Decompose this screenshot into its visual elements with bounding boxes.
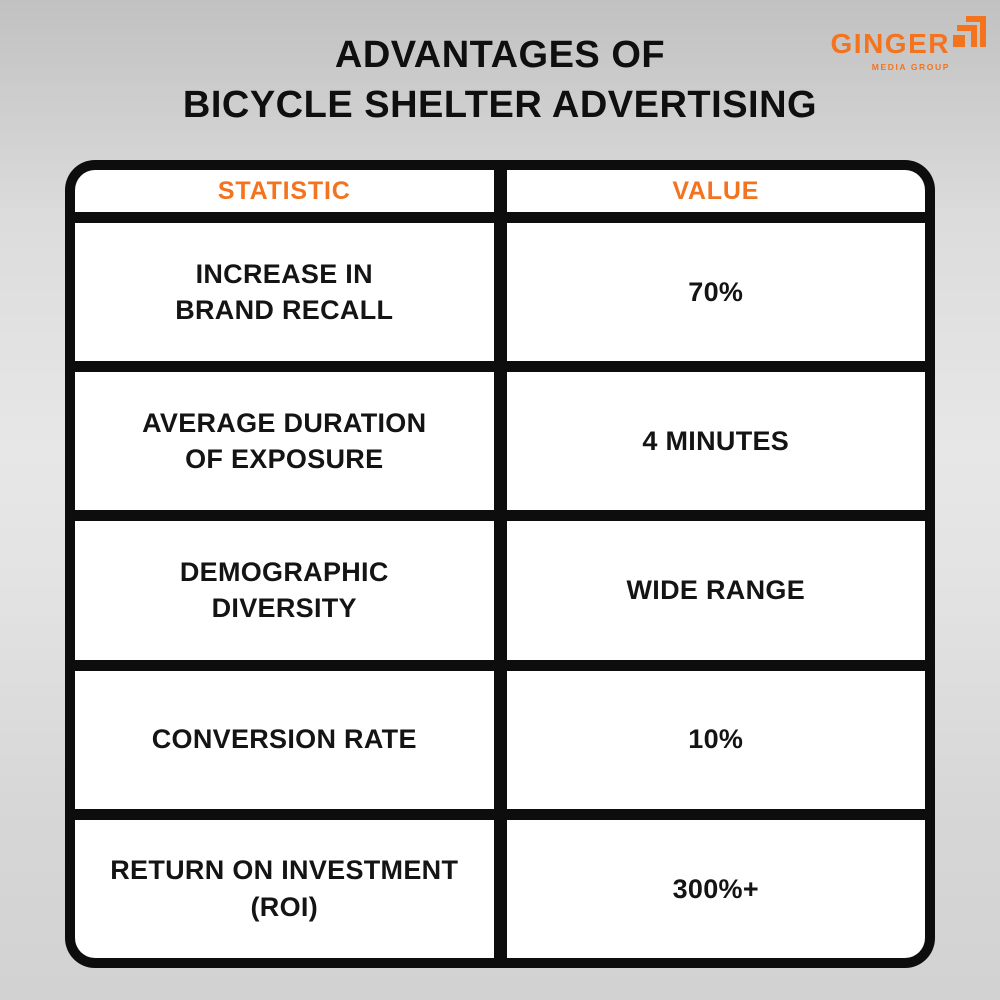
table-row-statistic-duration: AVERAGE DURATION OF EXPOSURE [75, 372, 494, 511]
page-title-line1: ADVANTAGES OF [334, 34, 666, 76]
page-title-line2: BICYCLE SHELTER ADVERTISING [182, 84, 818, 126]
table-row-statistic-demographic: DEMOGRAPHIC DIVERSITY [75, 521, 494, 660]
table-row-value-brand-recall: 70% [506, 223, 925, 362]
ginger-media-group-logo: GINGER MEDIA GROUP [831, 16, 986, 72]
table-row-value-demographic: WIDE RANGE [506, 521, 925, 660]
statistics-table: STATISTIC VALUE INCREASE IN BRAND RECALL… [65, 160, 935, 968]
logo-wordmark: GINGER [830, 28, 950, 59]
table-row-statistic-conversion: CONVERSION RATE [75, 670, 494, 809]
column-header-value: VALUE [506, 170, 925, 212]
table-row-value-conversion: 10% [506, 670, 925, 809]
table-row-statistic-brand-recall: INCREASE IN BRAND RECALL [75, 223, 494, 362]
logo-tagline: MEDIA GROUP [871, 62, 950, 72]
column-header-statistic: STATISTIC [75, 170, 494, 212]
table-row-value-duration: 4 MINUTES [506, 372, 925, 511]
table-row-value-roi: 300%+ [506, 819, 925, 958]
corner-squares-icon [953, 16, 986, 47]
page-title: ADVANTAGES OF BICYCLE SHELTER ADVERTISIN… [0, 30, 1000, 130]
table-row-statistic-roi: RETURN ON INVESTMENT (ROI) [75, 819, 494, 958]
